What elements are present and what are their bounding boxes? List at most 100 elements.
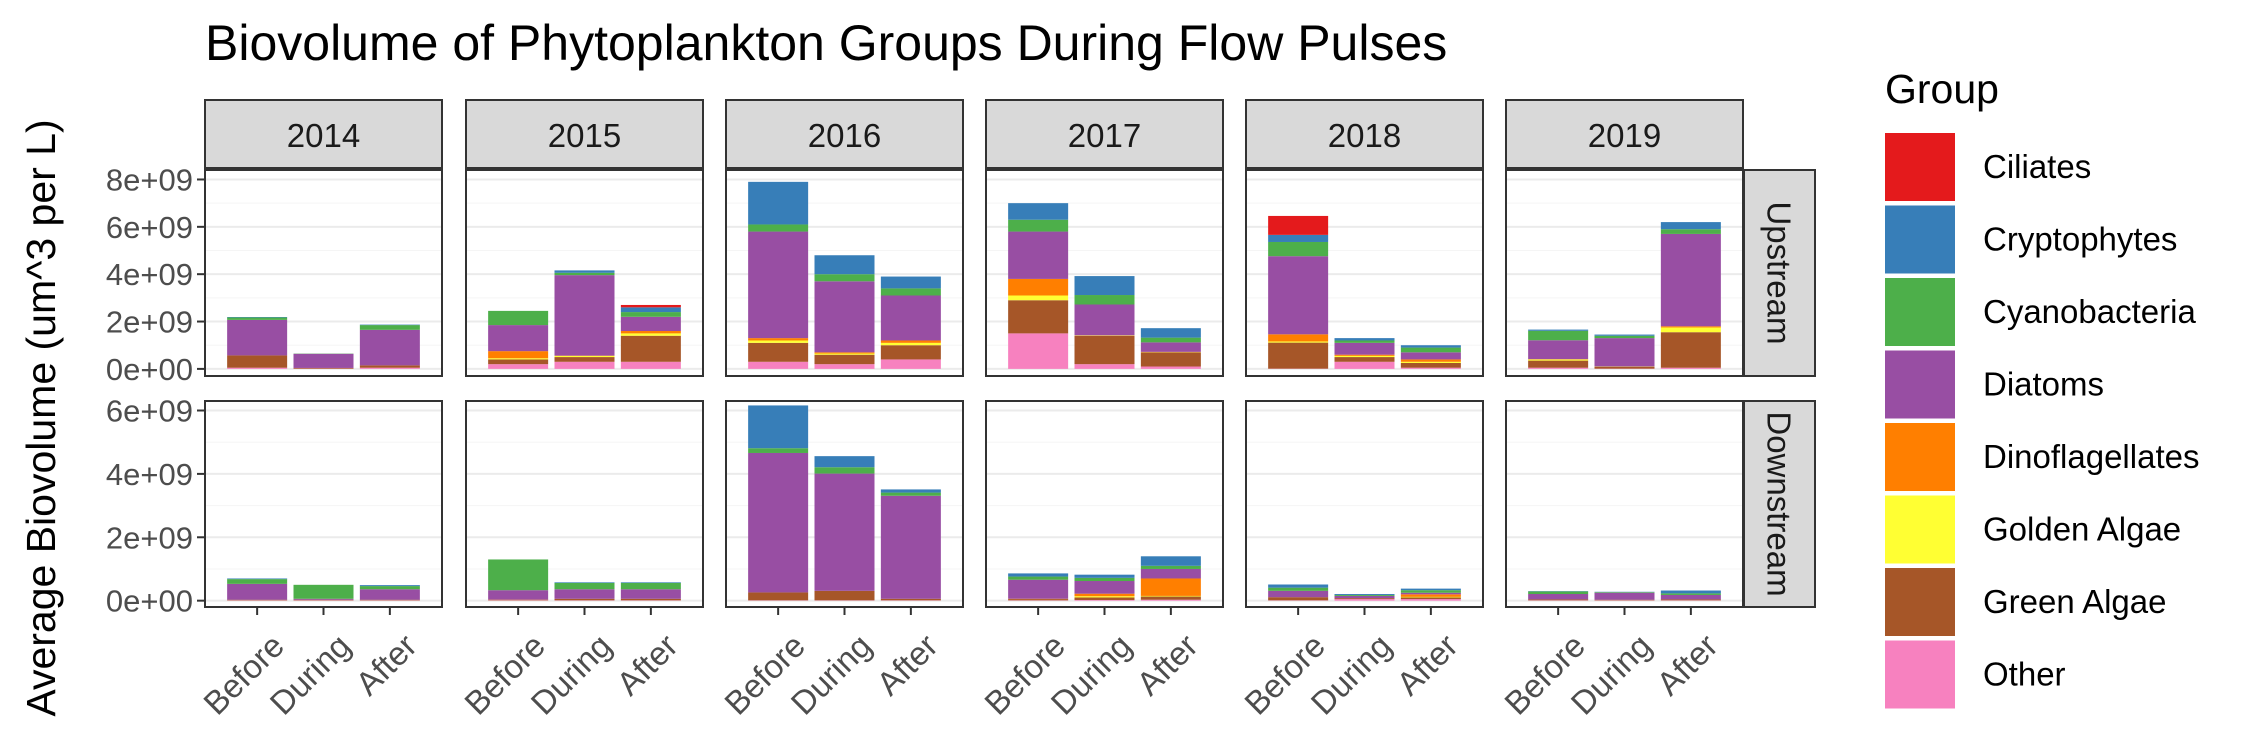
bar-downstream-2014-during <box>293 584 354 601</box>
bar-downstream-2014-after <box>359 585 420 601</box>
panel-upstream-2019 <box>1505 169 1744 377</box>
bar-segment-dinoflagellates <box>880 340 941 343</box>
x-tick-label-after: After <box>869 627 944 702</box>
facet-strip-label-2014: 2014 <box>287 117 360 154</box>
bar-segment-diatoms <box>1528 340 1589 360</box>
bar-segment-cryptophytes <box>1334 338 1395 341</box>
bar-segment-diatoms <box>1140 568 1201 579</box>
bar-segment-cyanobacteria <box>488 559 549 591</box>
bar-segment-golden-algae <box>554 355 615 358</box>
bar-segment-diatoms <box>814 281 875 353</box>
y-tick-label: 8e+09 <box>106 162 193 197</box>
bar-downstream-2019-before <box>1528 591 1589 601</box>
bar-segment-diatoms <box>359 329 420 366</box>
bar-segment-cyanobacteria <box>814 467 875 474</box>
bar-segment-golden-algae <box>1528 359 1589 361</box>
bar-segment-green-algae <box>1268 342 1329 369</box>
bar-segment-other <box>227 367 288 369</box>
bar-segment-green-algae <box>1400 362 1461 368</box>
facet-strip-downstream <box>1743 400 1816 608</box>
bar-segment-cyanobacteria <box>1268 241 1329 257</box>
bar-segment-green-algae <box>1268 597 1329 601</box>
bar-segment-other <box>1074 364 1135 369</box>
bar-segment-green-algae <box>1334 598 1395 600</box>
bar-segment-green-algae <box>1074 335 1135 365</box>
bar-segment-cryptophytes <box>1140 328 1201 338</box>
bar-segment-green-algae <box>293 367 354 369</box>
bar-segment-other <box>1400 599 1461 601</box>
panel-downstream-2017 <box>985 400 1224 608</box>
bar-segment-diatoms <box>1594 338 1655 367</box>
bar-segment-cryptophytes <box>554 270 615 273</box>
bar-segment-other <box>359 367 420 369</box>
bar-segment-diatoms <box>488 325 549 352</box>
bar-segment-dinoflagellates <box>1660 326 1721 328</box>
facet-strip-2016 <box>725 99 964 169</box>
bar-segment-cyanobacteria <box>554 272 615 276</box>
y-axis-label: Average Biovolume (um^3 per L) <box>18 119 64 716</box>
facet-strip-2019 <box>1505 99 1744 169</box>
facet-strip-label-2016: 2016 <box>808 117 881 154</box>
legend-key-swatch <box>1885 423 1955 491</box>
legend-key-swatch <box>1885 640 1955 709</box>
bar-segment-cyanobacteria <box>620 312 681 317</box>
bar-segment-cryptophytes <box>1074 574 1135 578</box>
bar-segment-diatoms <box>880 495 941 599</box>
bar-segment-other <box>1660 367 1721 369</box>
bar-segment-cryptophytes <box>814 255 875 275</box>
bar-segment-other <box>554 361 615 369</box>
bar-upstream-2014-during <box>293 353 354 369</box>
bar-segment-cyanobacteria <box>814 274 875 282</box>
bar-segment-green-algae <box>814 354 875 365</box>
bar-segment-green-algae <box>620 598 681 601</box>
facet-strip-2014 <box>204 99 443 169</box>
bar-upstream-2016-after <box>880 276 941 369</box>
bar-segment-other <box>1334 361 1395 369</box>
panel-background <box>1506 401 1743 607</box>
panel-downstream-2018 <box>1245 400 1484 608</box>
bar-segment-golden-algae <box>1660 327 1721 333</box>
legend-item-dinoflagellates: Dinoflagellates <box>1885 423 2199 491</box>
bar-segment-cyanobacteria <box>1660 593 1721 595</box>
bar-segment-other <box>814 364 875 369</box>
bar-segment-cyanobacteria <box>554 582 615 590</box>
bar-segment-cyanobacteria <box>748 224 809 232</box>
bar-segment-diatoms <box>293 353 354 368</box>
bar-segment-cryptophytes <box>1400 345 1461 348</box>
chart-title: Biovolume of Phytoplankton Groups During… <box>205 15 1447 71</box>
bar-segment-other <box>880 359 941 369</box>
panel-downstream-2014 <box>204 400 443 608</box>
bar-segment-golden-algae <box>488 358 549 360</box>
bar-segment-cryptophytes <box>814 456 875 468</box>
bar-segment-diatoms <box>293 598 354 600</box>
bar-segment-green-algae <box>227 355 288 368</box>
bar-upstream-2016-before <box>748 181 809 369</box>
x-tick-label-after: After <box>1129 627 1204 702</box>
panel-upstream-2018 <box>1245 169 1484 377</box>
y-tick-label: 6e+09 <box>106 210 193 245</box>
bar-upstream-2014-before <box>227 317 288 369</box>
bar-segment-cryptophytes <box>1140 556 1201 566</box>
bar-segment-ciliates <box>620 304 681 308</box>
bar-segment-cryptophytes <box>1660 590 1721 594</box>
legend-label: Golden Algae <box>1983 511 2181 548</box>
legend-label: Cryptophytes <box>1983 221 2177 258</box>
legend-key-swatch <box>1885 495 1955 564</box>
bar-segment-golden-algae <box>1140 595 1201 597</box>
bar-segment-cyanobacteria <box>359 586 420 590</box>
legend-item-golden-algae: Golden Algae <box>1885 495 2181 564</box>
legend-items: Ciliates Cryptophytes Cyanobacteria Diatoms… <box>1885 133 2199 709</box>
panel-background <box>205 401 442 607</box>
bar-segment-diatoms <box>620 316 681 332</box>
bar-segment-diatoms <box>1660 594 1721 600</box>
bar-segment-golden-algae <box>1008 295 1069 301</box>
bar-segment-cyanobacteria <box>880 288 941 296</box>
bar-segment-cyanobacteria <box>1074 577 1135 582</box>
bar-upstream-2016-during <box>814 255 875 369</box>
panel-upstream-2017 <box>985 169 1224 377</box>
bar-segment-cyanobacteria <box>1660 229 1721 234</box>
bar-segment-dinoflagellates <box>1140 578 1201 596</box>
bar-upstream-2017-after <box>1140 328 1201 369</box>
bar-segment-other <box>1074 600 1135 601</box>
bar-segment-cryptophytes <box>554 582 615 583</box>
